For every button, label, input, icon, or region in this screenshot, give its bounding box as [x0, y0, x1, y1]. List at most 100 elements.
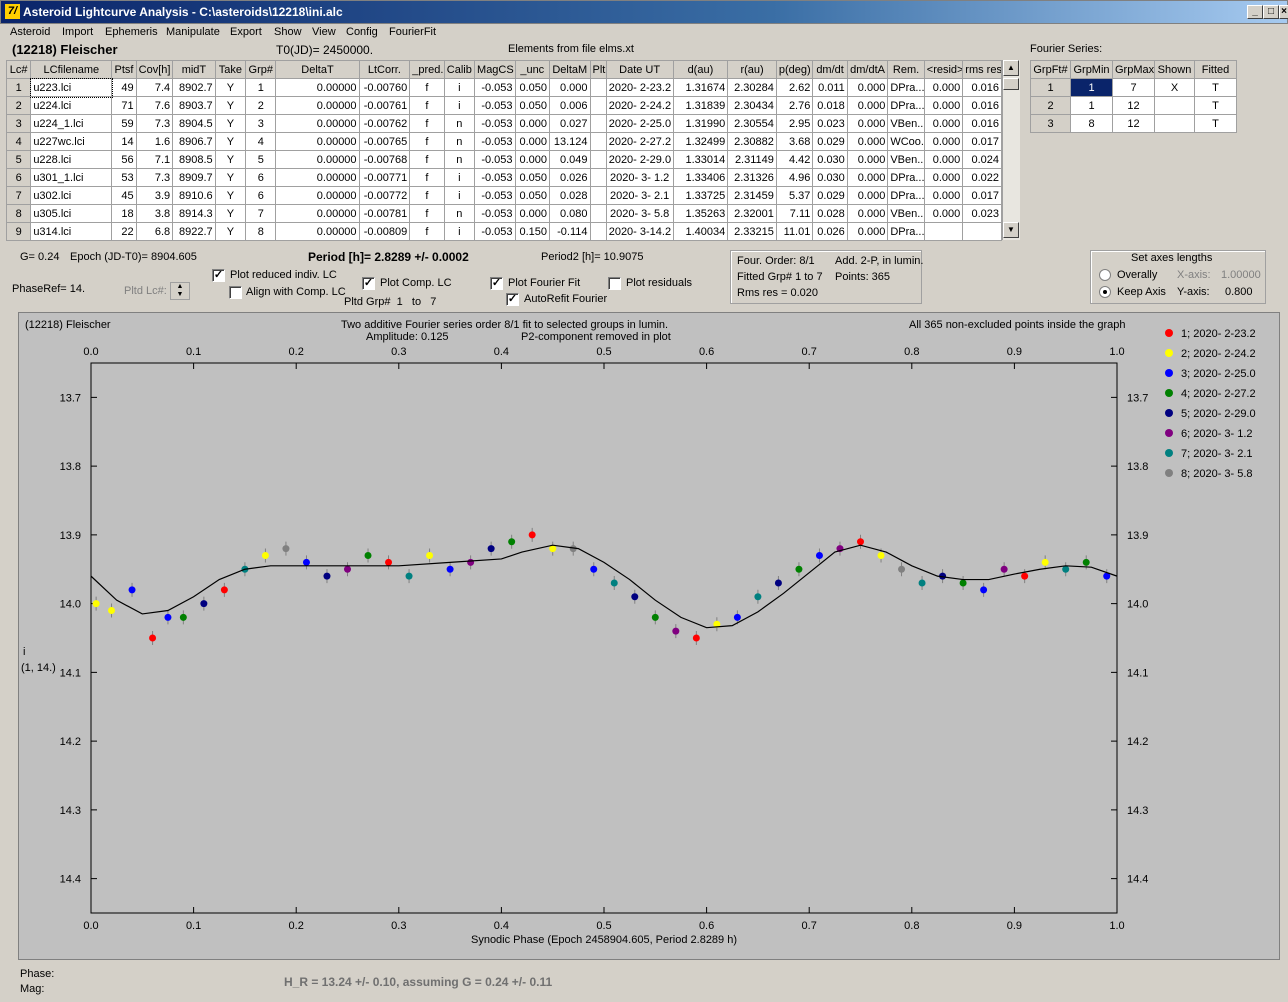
lc-table-cell[interactable]: 7.6 [135, 96, 174, 115]
lc-table-cell[interactable]: 8906.7 [172, 132, 216, 151]
lc-table-cell[interactable]: 0.028 [812, 204, 848, 223]
lc-table-cell[interactable]: u314.lci [30, 222, 113, 241]
lc-table-cell[interactable]: 59 [111, 114, 137, 133]
ft-table-cell[interactable]: X [1154, 78, 1195, 97]
lc-table-cell[interactable]: u223.lci [29, 77, 113, 98]
lc-table-cell[interactable]: 0.000 [846, 96, 889, 115]
lc-header-cell[interactable]: _pred. [409, 60, 445, 79]
maximize-button[interactable]: □ [1263, 5, 1279, 19]
lc-table-cell[interactable]: -0.00768 [358, 150, 411, 169]
lc-table-cell[interactable]: 22 [111, 222, 137, 241]
lc-table-cell[interactable]: 8908.5 [172, 150, 216, 169]
lc-header-cell[interactable]: MagCS [474, 60, 516, 79]
lc-table-cell[interactable]: 5 [245, 150, 277, 169]
lc-row-header[interactable]: 7 [5, 186, 32, 205]
lc-table-cell[interactable]: 0.000 [923, 96, 964, 115]
menu-asteroid[interactable]: Asteroid [10, 26, 51, 38]
lc-table-cell[interactable]: f [409, 204, 445, 223]
lc-table-cell[interactable]: 0.000 [846, 114, 889, 133]
lc-header-cell[interactable]: DeltaM [548, 60, 591, 79]
lc-table-cell[interactable]: 0.000 [923, 114, 964, 133]
lc-table-cell[interactable]: 7.11 [775, 204, 814, 223]
lc-table-cell[interactable]: 8904.5 [172, 114, 216, 133]
ft-row-header[interactable]: 2 [1030, 96, 1071, 115]
lc-table-cell[interactable]: 4.42 [775, 150, 814, 169]
lc-table-cell[interactable]: 0.000 [514, 114, 550, 133]
ft-header-cell[interactable]: Shown [1154, 60, 1195, 79]
lc-table-cell[interactable]: 6 [245, 186, 277, 205]
lc-header-cell[interactable]: Calib [443, 60, 476, 79]
lc-table-row[interactable]: 7 u302.lci 45 3.9 8910.6 Y 6 0.00000 -0.00772 f i -… [5, 186, 1002, 205]
lc-table-cell[interactable]: 7.3 [135, 114, 174, 133]
lc-table-cell[interactable]: Y [214, 78, 247, 97]
lc-table-cell[interactable]: 1.33406 [672, 168, 729, 187]
scroll-down-button[interactable]: ▼ [1003, 222, 1019, 238]
lc-table-row[interactable]: 6 u301_1.lci 53 7.3 8909.7 Y 6 0.00000 -0.00771 f… [5, 168, 1002, 187]
lightcurve-table[interactable]: Lc# LCfilename Ptsf Cov[h] midT Take Grp# Delta… [5, 60, 1002, 241]
lc-table-row[interactable]: 9 u314.lci 22 6.8 8922.7 Y 8 0.00000 -0.00809 f i -… [5, 222, 1002, 241]
lc-table-cell[interactable]: DPra... [887, 186, 925, 205]
align-comp-checkbox[interactable] [229, 286, 242, 299]
lc-table-cell[interactable]: VBen... [887, 114, 925, 133]
lc-header-cell[interactable]: DeltaT [275, 60, 360, 79]
lc-table-cell[interactable]: Y [214, 168, 247, 187]
lc-row-header[interactable]: 3 [5, 114, 32, 133]
lc-header-cell[interactable]: rms res [962, 60, 1002, 79]
ft-row-header[interactable]: 3 [1030, 114, 1071, 133]
lc-table-cell[interactable] [589, 150, 607, 169]
menu-manipulate[interactable]: Manipulate [166, 26, 220, 38]
lc-table-cell[interactable]: -0.00761 [358, 96, 411, 115]
lc-table-cell[interactable]: -0.00765 [358, 132, 411, 151]
lc-table-cell[interactable]: 1 [245, 78, 277, 97]
scroll-up-button[interactable]: ▲ [1003, 60, 1019, 76]
lc-table-cell[interactable]: 49 [111, 78, 137, 97]
lc-table-cell[interactable]: 8903.7 [172, 96, 216, 115]
lc-table-cell[interactable]: 0.00000 [275, 168, 360, 187]
lc-row-header[interactable]: 1 [5, 78, 32, 97]
lc-table-cell[interactable]: 0.00000 [275, 204, 360, 223]
plot-comp-checkbox[interactable]: ✓ [362, 277, 375, 290]
lc-table-cell[interactable]: 0.016 [962, 96, 1002, 115]
lc-row-header[interactable]: 4 [5, 132, 32, 151]
lc-table-cell[interactable]: 8910.6 [172, 186, 216, 205]
ft-header-cell[interactable]: GrpFt# [1030, 60, 1071, 79]
ft-table-cell[interactable]: 12 [1112, 96, 1155, 115]
lc-row-header[interactable]: 5 [5, 150, 32, 169]
lc-table-cell[interactable]: 2020- 2-27.2 [605, 132, 674, 151]
lc-table-cell[interactable] [589, 168, 607, 187]
plot-reduced-checkbox[interactable]: ✓ [212, 269, 225, 282]
menu-view[interactable]: View [312, 26, 336, 38]
lc-table-cell[interactable]: u227wc.lci [30, 132, 113, 151]
lc-header-cell[interactable]: <resid> [923, 60, 964, 79]
lc-row-header[interactable]: 6 [5, 168, 32, 187]
lc-table-cell[interactable]: 0.00000 [275, 114, 360, 133]
lc-table-cell[interactable]: 2020- 2-29.0 [605, 150, 674, 169]
lightcurve-plot-panel[interactable]: (12218) Fleischer Two additive Fourier s… [18, 312, 1280, 960]
lc-header-cell[interactable]: Plt [589, 60, 607, 79]
lc-row-header[interactable]: 9 [5, 222, 32, 241]
lc-table-cell[interactable]: 0.000 [514, 132, 550, 151]
autorefit-checkbox[interactable]: ✓ [506, 293, 519, 306]
ft-table-row[interactable]: 3 8 12 T [1030, 114, 1237, 133]
lc-table-cell[interactable]: f [409, 186, 445, 205]
lc-header-cell[interactable]: Lc# [5, 60, 32, 79]
lc-table-cell[interactable]: -0.053 [474, 150, 516, 169]
lc-header-cell[interactable]: Ptsf [111, 60, 137, 79]
lc-table-cell[interactable]: Y [214, 150, 247, 169]
ft-table-row[interactable]: 2 1 12 T [1030, 96, 1237, 115]
lc-table-cell[interactable]: i [443, 168, 476, 187]
lc-table-cell[interactable]: 71 [111, 96, 137, 115]
lc-table-cell[interactable]: 0.050 [514, 168, 550, 187]
lc-table-cell[interactable]: 2 [245, 96, 277, 115]
ft-table-cell[interactable]: 1 [1070, 78, 1113, 97]
lc-header-cell[interactable]: Cov[h] [135, 60, 174, 79]
lc-header-cell[interactable]: dm/dt [812, 60, 848, 79]
lc-table-cell[interactable]: 0.000 [514, 150, 550, 169]
lc-table-cell[interactable]: 0.029 [812, 132, 848, 151]
menu-export[interactable]: Export [230, 26, 262, 38]
lc-table-cell[interactable]: 0.017 [962, 132, 1002, 151]
lc-table-cell[interactable]: 0.026 [812, 222, 848, 241]
lc-table-cell[interactable]: u228.lci [30, 150, 113, 169]
lc-table-row[interactable]: 4 u227wc.lci 14 1.6 8906.7 Y 4 0.00000 -0.00765 f… [5, 132, 1002, 151]
lc-table-cell[interactable]: Y [214, 204, 247, 223]
